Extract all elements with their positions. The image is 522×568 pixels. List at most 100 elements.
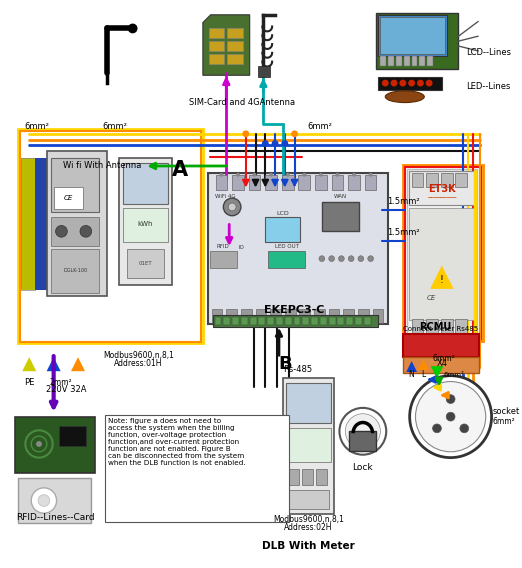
Bar [348,175,360,190]
Circle shape [128,24,137,34]
Bar [119,158,172,285]
Bar [211,310,222,323]
Text: B: B [278,355,292,373]
Bar [286,382,330,424]
Circle shape [416,382,486,452]
Text: PE: PE [24,378,34,387]
Bar [18,478,91,523]
Circle shape [352,173,356,177]
Text: !: ! [440,275,444,285]
Bar [270,310,281,323]
Polygon shape [406,361,417,372]
Text: WAN: WAN [334,194,347,199]
Circle shape [269,173,273,177]
Text: 6mm²: 6mm² [493,417,515,426]
Polygon shape [71,357,85,371]
Bar [127,249,164,278]
Bar [419,56,425,65]
Bar [365,175,376,190]
Bar [315,175,327,190]
Bar [267,317,274,325]
Bar [265,217,301,242]
Circle shape [36,441,42,447]
Bar [311,317,318,325]
Circle shape [271,140,278,147]
Text: Lock: Lock [352,463,373,473]
Bar [405,167,481,339]
Bar [358,310,369,323]
Bar [209,41,224,51]
Circle shape [228,203,236,211]
Text: X4: X4 [437,358,448,367]
Text: Address:01H: Address:01H [114,359,163,368]
Text: Modbus9600,n,8,1: Modbus9600,n,8,1 [273,515,343,524]
Text: LED--Lines: LED--Lines [466,82,511,91]
Bar [329,310,339,323]
Bar [338,317,345,325]
Circle shape [38,495,50,507]
Bar [209,54,224,64]
Text: EKEPC3-C: EKEPC3-C [264,305,325,315]
Text: LED OUT: LED OUT [275,244,299,249]
Circle shape [336,173,339,177]
Bar [427,56,433,65]
Circle shape [358,256,364,262]
Bar [256,310,266,323]
Bar [316,469,327,485]
Bar [268,251,305,269]
Bar [51,158,100,212]
Bar [403,165,483,341]
Text: 6mm²: 6mm² [103,122,127,131]
Polygon shape [431,366,443,379]
Circle shape [242,131,249,137]
Circle shape [223,198,241,216]
Bar [212,315,378,327]
Text: SIM-Card and 4GAntenna: SIM-Card and 4GAntenna [189,98,295,107]
Circle shape [286,173,290,177]
Circle shape [369,173,373,177]
Polygon shape [430,265,454,289]
Circle shape [319,173,323,177]
Polygon shape [418,359,429,370]
Circle shape [338,256,345,262]
Bar [289,469,300,485]
Bar [223,317,230,325]
Text: Wi fi With Antenna: Wi fi With Antenna [63,161,141,170]
Bar [54,187,83,209]
Bar [58,427,86,446]
Bar [299,175,310,190]
Text: 6mm²: 6mm² [307,122,333,131]
Bar [293,317,301,325]
Bar [314,310,325,323]
Bar [21,158,35,290]
Circle shape [426,80,433,86]
Text: IO: IO [239,245,245,250]
Bar [403,357,479,373]
Bar [343,310,354,323]
Circle shape [31,488,56,513]
Text: 220V 32A: 220V 32A [46,386,87,394]
Bar [302,317,309,325]
Bar [285,310,295,323]
Bar [346,317,353,325]
Bar [19,131,201,341]
Bar [216,175,227,190]
Bar [241,317,248,325]
Text: CE: CE [426,295,436,300]
Circle shape [219,173,223,177]
Bar [210,251,237,269]
Circle shape [348,256,354,262]
Bar [407,169,477,335]
Bar [286,428,330,462]
Text: ET3K: ET3K [428,184,456,194]
Bar [288,490,329,509]
Bar [396,56,402,65]
Bar [209,28,224,38]
Text: 2mm²: 2mm² [49,378,72,387]
Text: 1.5mm²: 1.5mm² [387,228,420,237]
Bar [258,317,265,325]
Circle shape [410,375,492,458]
Text: A: A [171,160,187,180]
Text: Modbus9600,n,8,1: Modbus9600,n,8,1 [103,351,174,360]
Bar [403,334,479,357]
